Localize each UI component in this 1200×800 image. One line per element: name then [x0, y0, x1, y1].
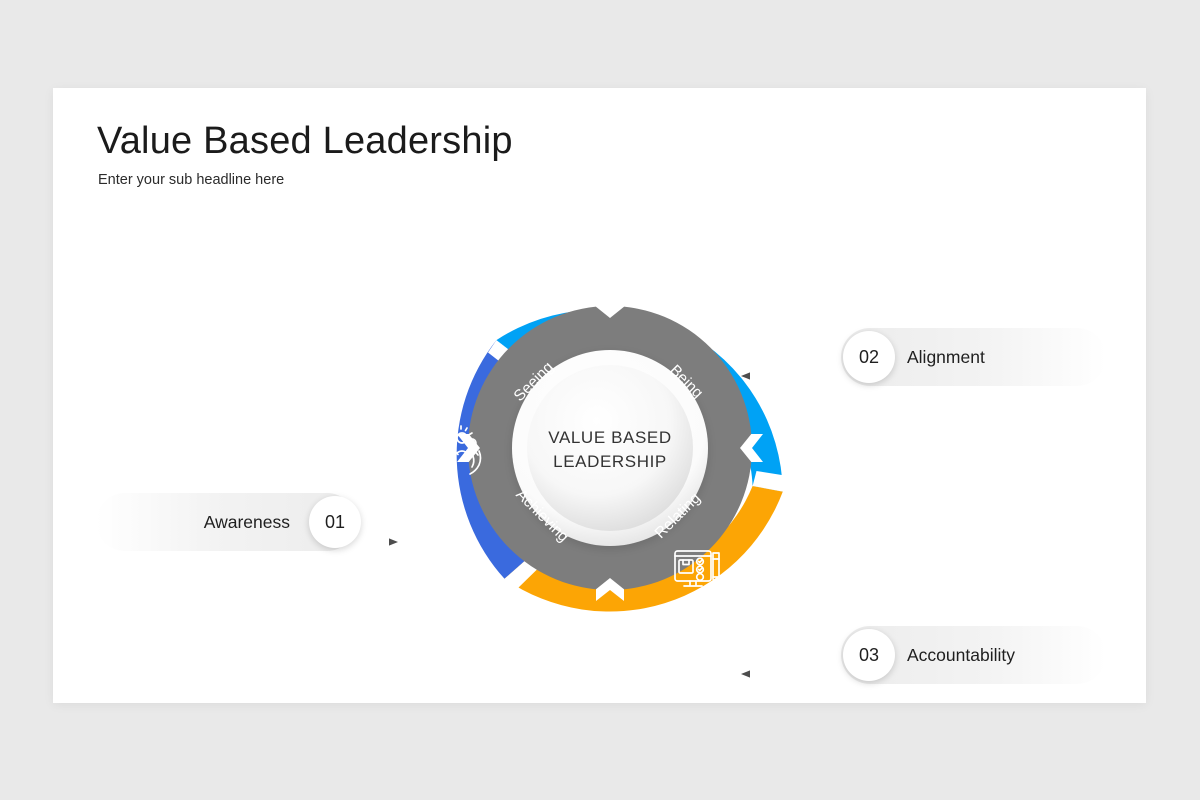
inner-separator-right: [740, 434, 763, 462]
strategy-network-icon: [675, 262, 716, 306]
inner-segment-achieving[interactable]: [468, 448, 610, 590]
inner-ring: [457, 295, 763, 601]
inner-segment-being[interactable]: [610, 306, 752, 448]
callout-badge-02[interactable]: 02: [843, 331, 895, 383]
hands-holding-people-icon: [442, 425, 482, 475]
slide-card: Value Based Leadership Enter your sub he…: [53, 88, 1146, 703]
page-subtitle: Enter your sub headline here: [98, 172, 285, 188]
outer-separator-right: [752, 471, 788, 492]
inner-segment-relating[interactable]: [610, 448, 752, 590]
center-title-line2: LEADERSHIP: [553, 452, 667, 471]
clipboard-pencil-icon: [674, 550, 720, 587]
callout-arrow-03: [739, 668, 839, 680]
inner-segment-seeing[interactable]: [468, 306, 610, 448]
center-hub-inner: [527, 365, 693, 531]
callout-label-accountability: Accountability: [907, 644, 1015, 665]
inner-separator-left: [457, 434, 480, 462]
callout-badge-01[interactable]: 01: [309, 496, 361, 548]
outer-separator-bottom-left: [504, 558, 538, 590]
page-title: Value Based Leadership: [97, 120, 513, 162]
callout-arrow-02: [739, 370, 839, 382]
callout-badge-03[interactable]: 03: [843, 629, 895, 681]
callout-arrow-01: [360, 536, 400, 548]
callout-label-alignment: Alignment: [907, 346, 985, 367]
inner-separator-top: [596, 295, 624, 318]
center-title-line1: VALUE BASED: [548, 428, 671, 447]
outer-segment-awareness[interactable]: [456, 340, 528, 579]
value-based-leadership-diagram: VALUE BASED LEADERSHIP Seeing Being Rela…: [400, 238, 820, 658]
inner-separator-bottom: [596, 578, 624, 601]
callout-label-awareness: Awareness: [203, 511, 290, 532]
